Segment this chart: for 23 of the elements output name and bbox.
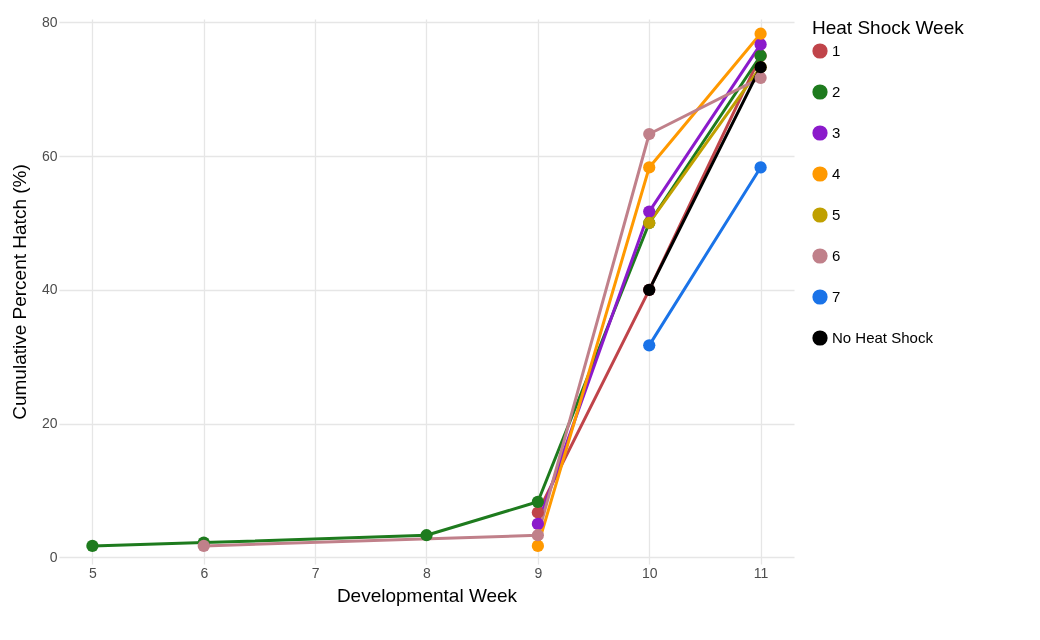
x-tick-label: 11 [753, 564, 769, 581]
legend-label: 2 [832, 83, 841, 100]
y-tick-label: 0 [49, 548, 58, 565]
y-tick-label: 80 [41, 13, 58, 30]
y-tick-label: 40 [41, 281, 58, 298]
x-tick-label: 6 [200, 564, 209, 581]
legend-label: 4 [832, 165, 841, 182]
legend-label: 1 [832, 42, 841, 59]
x-tick-label: 5 [89, 564, 98, 581]
legend-title: Heat Shock Week [812, 17, 965, 38]
legend-label: 7 [832, 288, 841, 305]
y-axis-title: Cumulative Percent Hatch (%) [8, 164, 30, 420]
legend-label: 3 [832, 124, 841, 141]
legend-label: 5 [832, 206, 841, 223]
x-tick-label: 9 [534, 564, 543, 581]
y-tick-label: 60 [41, 147, 58, 164]
legend-label: No Heat Shock [832, 329, 934, 346]
x-tick-label: 10 [641, 564, 658, 581]
x-tick-label: 7 [311, 564, 320, 581]
legend-label: 6 [832, 247, 841, 264]
x-tick-label: 8 [423, 564, 432, 581]
x-axis-title: Developmental Week [336, 584, 518, 606]
y-tick-label: 20 [41, 415, 58, 432]
